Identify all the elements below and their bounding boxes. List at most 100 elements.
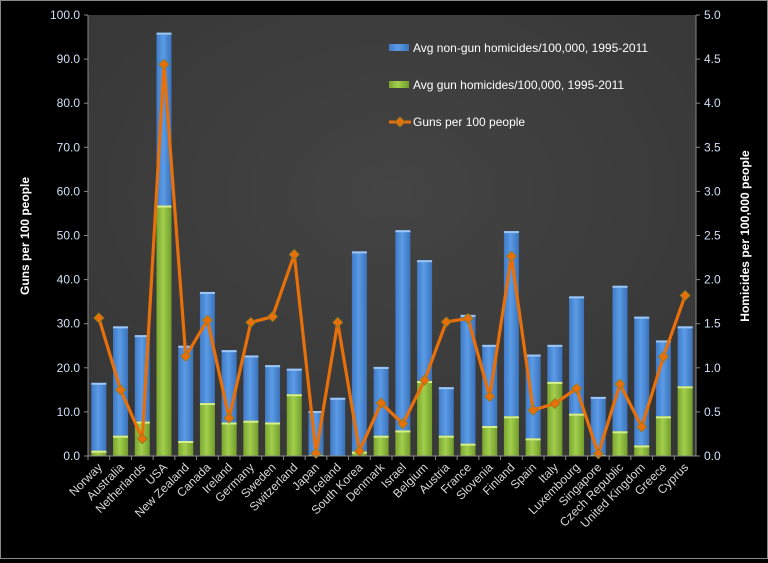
bar-non-gun — [286, 368, 302, 395]
guns-marker — [245, 316, 257, 328]
bar-non-gun-cap — [91, 382, 107, 385]
bar-gun — [243, 420, 259, 456]
bar-gun — [438, 435, 454, 456]
bar-non-gun — [590, 396, 606, 456]
right-tick-label: 2.0 — [704, 273, 721, 287]
bar-gun — [569, 413, 585, 456]
guns-marker — [115, 384, 127, 396]
bar-non-gun — [243, 355, 259, 421]
left-tick-label: 50.0 — [57, 229, 81, 243]
bar-non-gun — [655, 340, 671, 417]
bar-non-gun-cap — [113, 326, 129, 329]
bar-non-gun-cap — [590, 396, 606, 399]
bar-gun-cap — [547, 381, 563, 384]
bar-gun — [503, 416, 519, 456]
left-tick-label: 90.0 — [57, 52, 81, 66]
legend-label-gun: Avg gun homicides/100,000, 1995-2011 — [413, 78, 624, 92]
bar-gun — [199, 403, 215, 456]
guns-marker — [201, 314, 213, 326]
bar-gun-cap — [199, 403, 215, 406]
guns-marker — [440, 316, 452, 328]
left-tick-label: 60.0 — [57, 184, 81, 198]
bar-non-gun-cap — [634, 316, 650, 319]
bar-gun-cap — [243, 420, 259, 423]
bar-gun-cap — [612, 431, 628, 434]
right-tick-label: 0.5 — [704, 405, 721, 419]
guns-marker — [679, 289, 691, 302]
bar-gun — [156, 205, 172, 456]
right-tick-label: 5.0 — [704, 8, 721, 22]
guns-marker — [549, 397, 561, 410]
guns-marker — [657, 351, 669, 363]
bar-non-gun — [156, 32, 172, 206]
left-axis-title: Guns per 100 people — [18, 177, 32, 295]
guns-marker — [571, 382, 583, 395]
guns-marker — [332, 316, 344, 328]
bar-non-gun — [612, 285, 628, 432]
legend-swatch-non-gun — [389, 44, 409, 51]
left-tick-label: 40.0 — [57, 273, 81, 287]
bar-gun — [634, 445, 650, 456]
legend-label-guns: Guns per 100 people — [413, 115, 525, 129]
right-axis-title: Homicides per 100,000 people — [738, 150, 752, 322]
guns-marker — [136, 433, 148, 445]
bar-gun-cap — [438, 435, 454, 438]
bar-non-gun — [677, 326, 693, 387]
bar-gun — [525, 438, 541, 456]
guns-marker — [223, 412, 235, 424]
bar-gun — [395, 430, 411, 456]
bar-gun — [265, 422, 281, 456]
bar-non-gun-cap — [373, 366, 389, 369]
bar-gun — [113, 435, 129, 456]
bar-gun-cap — [178, 441, 194, 444]
legend-swatch-gun — [389, 81, 409, 88]
bar-gun — [460, 443, 476, 456]
bar-gun — [482, 426, 498, 456]
guns-marker — [375, 397, 387, 409]
bar-non-gun — [438, 387, 454, 436]
bar-gun-cap — [569, 413, 585, 416]
bar-gun — [677, 386, 693, 456]
bar-non-gun — [417, 260, 433, 382]
bar-gun — [373, 435, 389, 456]
left-tick-label: 0.0 — [63, 449, 80, 463]
bar-gun-cap — [286, 394, 302, 397]
guns-marker — [505, 250, 517, 262]
right-tick-label: 4.0 — [704, 96, 721, 110]
bar-non-gun-cap — [417, 260, 433, 263]
bar-non-gun-cap — [330, 397, 346, 400]
legend-marker-guns — [394, 116, 406, 128]
bar-gun — [655, 416, 671, 456]
bar-gun-cap — [482, 426, 498, 429]
bar-non-gun-cap — [308, 411, 324, 414]
bar-non-gun-cap — [243, 355, 259, 358]
bar-gun-cap — [373, 435, 389, 438]
bar-non-gun-cap — [221, 350, 237, 353]
right-tick-label: 3.5 — [704, 140, 721, 154]
bar-non-gun — [460, 314, 476, 444]
bar-gun-cap — [156, 205, 172, 208]
bar-gun-cap — [677, 386, 693, 389]
bar-non-gun — [113, 326, 129, 436]
bar-non-gun-cap — [677, 326, 693, 329]
bar-non-gun-cap — [525, 354, 541, 357]
guns-marker — [93, 312, 105, 324]
bar-non-gun-cap — [612, 285, 628, 288]
bar-non-gun — [547, 344, 563, 382]
guns-marker — [614, 378, 626, 390]
right-tick-label: 1.5 — [704, 317, 721, 331]
left-tick-label: 70.0 — [57, 140, 81, 154]
bar-non-gun — [91, 382, 107, 451]
bar-non-gun-cap — [569, 296, 585, 299]
left-tick-label: 30.0 — [57, 317, 81, 331]
bar-gun — [286, 394, 302, 456]
bar-non-gun-cap — [395, 230, 411, 233]
left-tick-label: 100.0 — [50, 8, 80, 22]
bar-gun-cap — [634, 445, 650, 448]
guns-marker — [636, 421, 648, 433]
bar-non-gun — [178, 345, 194, 442]
guns-marker — [288, 248, 300, 261]
guns-marker — [158, 58, 170, 70]
